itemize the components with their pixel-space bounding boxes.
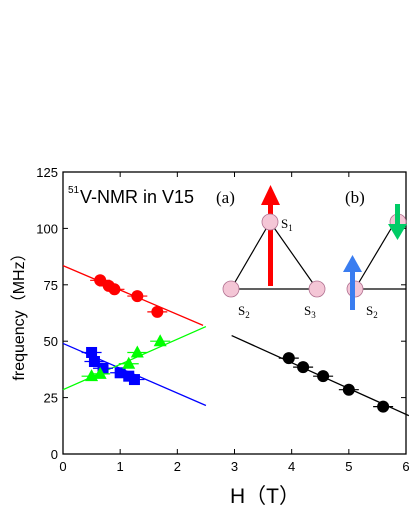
data-point xyxy=(123,370,135,382)
data-point xyxy=(86,346,98,358)
x-tick-label: 0 xyxy=(59,459,66,474)
spin-arrow-down-head xyxy=(388,224,407,240)
data-point xyxy=(317,370,330,383)
x-tick-label: 3 xyxy=(231,459,238,474)
panel-a-label: (a) xyxy=(216,188,235,207)
inset-b-triangle: S2 xyxy=(343,204,407,320)
chart-title: V-NMR in V15 xyxy=(80,187,194,207)
data-point xyxy=(377,400,390,413)
data-points xyxy=(81,274,394,413)
y-tick-label: 25 xyxy=(44,391,58,406)
spin-label-s1: S1 xyxy=(281,216,293,233)
data-point xyxy=(131,290,144,303)
spin-arrow-down-shaft xyxy=(395,204,400,226)
spin-site-s2 xyxy=(222,280,240,298)
data-point xyxy=(151,305,164,318)
inset-a-triangle: S1 S2 S3 xyxy=(222,185,326,320)
data-point xyxy=(128,374,140,386)
triangle-b-edge-left xyxy=(354,221,396,290)
data-point xyxy=(93,366,107,379)
x-tick-label: 1 xyxy=(117,459,124,474)
x-axis-label: H（T） xyxy=(230,485,300,508)
y-tick-label: 100 xyxy=(36,221,58,236)
data-point xyxy=(97,362,109,374)
spin-label-s3: S3 xyxy=(304,303,316,320)
y-tick-label: 0 xyxy=(51,447,58,462)
data-point xyxy=(108,283,121,296)
spin-site-s1 xyxy=(261,213,279,231)
data-point xyxy=(153,334,167,347)
plot-frame xyxy=(62,171,407,455)
y-tick-label: 75 xyxy=(44,278,58,293)
x-tick-label: 4 xyxy=(288,459,295,474)
spin-label-b-s2: S2 xyxy=(366,303,378,320)
data-point xyxy=(88,356,100,368)
spin-arrow-up-head xyxy=(261,185,280,205)
y-axis-label: frequency（MHz） xyxy=(10,245,28,380)
spin-arrow-b-up-shaft xyxy=(350,270,355,310)
y-tick-label: 50 xyxy=(44,334,58,349)
data-point xyxy=(94,274,107,287)
y-tick-label: 125 xyxy=(36,165,58,180)
spin-site-s3 xyxy=(308,280,326,298)
data-point xyxy=(130,345,144,358)
triangle-edge-right xyxy=(269,221,318,290)
data-point xyxy=(297,361,310,374)
data-point xyxy=(282,352,295,365)
triangle-edge-left xyxy=(230,221,271,290)
data-point xyxy=(122,356,136,369)
data-point xyxy=(342,383,355,396)
x-tick-label: 5 xyxy=(345,459,352,474)
spin-arrow-b-up-head xyxy=(343,255,362,272)
title-superscript: 51 xyxy=(68,185,80,196)
panel-b-label: (b) xyxy=(345,188,365,207)
data-point xyxy=(114,367,126,379)
spin-label-s2: S2 xyxy=(238,303,250,320)
x-tick-label: 2 xyxy=(174,459,181,474)
axis-ticks: 0 1 2 3 4 5 6 0 25 50 75 100 125 xyxy=(36,165,409,474)
spin-arrow-up-shaft xyxy=(268,202,273,286)
x-tick-label: 6 xyxy=(402,459,409,474)
